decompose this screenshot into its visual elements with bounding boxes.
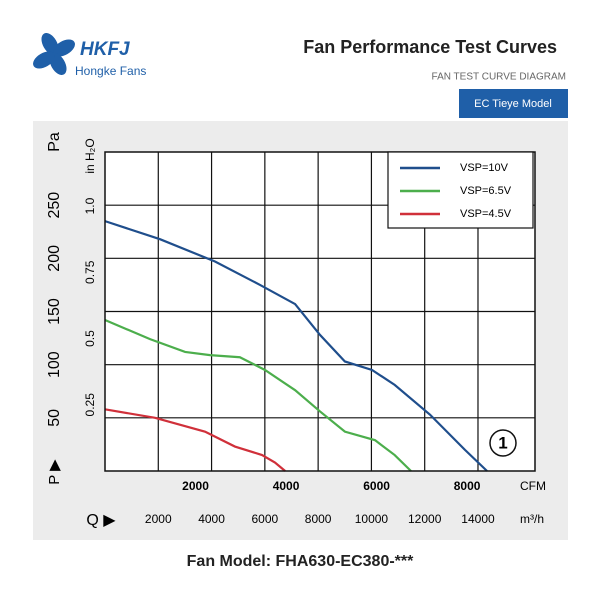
x2-tick-label: 8000 — [305, 512, 332, 526]
plot-frame — [104, 151, 536, 472]
annotation-circle — [489, 429, 517, 457]
badge: EC Tieye Model — [474, 98, 552, 110]
y-tick-label: 50 — [46, 409, 63, 427]
logo: HKFJ — [80, 39, 130, 60]
y2-axis-label: in H₂O — [83, 138, 97, 173]
y-tick-label: 100 — [46, 351, 63, 378]
logo-icon — [33, 33, 75, 75]
x-tick-label: 2000 — [182, 479, 209, 493]
footer: Fan Model: FHA630-EC380-*** — [187, 553, 414, 570]
legend-label: VSP=4.5V — [460, 208, 512, 220]
annotation: 1 — [498, 433, 507, 452]
x2-tick-label: 14000 — [461, 512, 495, 526]
brand: Hongke Fans — [75, 64, 146, 78]
x-tick-label: 6000 — [363, 479, 390, 493]
y2-tick-label: 1.0 — [83, 197, 97, 214]
y-tick-label: 200 — [46, 245, 63, 272]
x-symbol: Q ▶ — [86, 512, 116, 529]
x2-tick-label: 4000 — [198, 512, 225, 526]
x2-axis-label: m³/h — [520, 512, 544, 526]
badge-bg — [459, 89, 568, 118]
y-axis-label: Pa — [46, 132, 63, 152]
x-tick-label: 8000 — [454, 479, 481, 493]
y-tick-label: 150 — [46, 298, 63, 325]
legend-label: VSP=10V — [460, 162, 509, 174]
title: Fan Performance Test Curves — [303, 37, 557, 57]
x2-tick-label: 6000 — [251, 512, 278, 526]
legend: VSP=10V VSP=6.5V VSP=4.5V — [387, 151, 534, 229]
labels: 50 100 150 200 250 0.25 0.5 0.75 1.0 2000 4000 6000… — [46, 132, 546, 529]
subtitle: FAN TEST CURVE DIAGRAM — [432, 72, 566, 83]
y2-tick-label: 0.25 — [83, 393, 97, 417]
curves — [104, 220, 488, 472]
y-tick-label: 250 — [46, 192, 63, 219]
y2-tick-label: 0.75 — [83, 260, 97, 284]
legend-label: VSP=6.5V — [460, 185, 512, 197]
curve — [104, 318, 412, 472]
x2-tick-label: 2000 — [145, 512, 172, 526]
x2-tick-label: 10000 — [355, 512, 389, 526]
x-axis-label: CFM — [520, 479, 546, 493]
x-tick-label: 4000 — [273, 479, 300, 493]
y-symbol: P ▶ — [46, 459, 63, 485]
x2-tick-label: 12000 — [408, 512, 442, 526]
grid — [105, 152, 535, 471]
y2-tick-label: 0.5 — [83, 330, 97, 347]
curve — [104, 408, 286, 472]
curve — [104, 220, 488, 472]
